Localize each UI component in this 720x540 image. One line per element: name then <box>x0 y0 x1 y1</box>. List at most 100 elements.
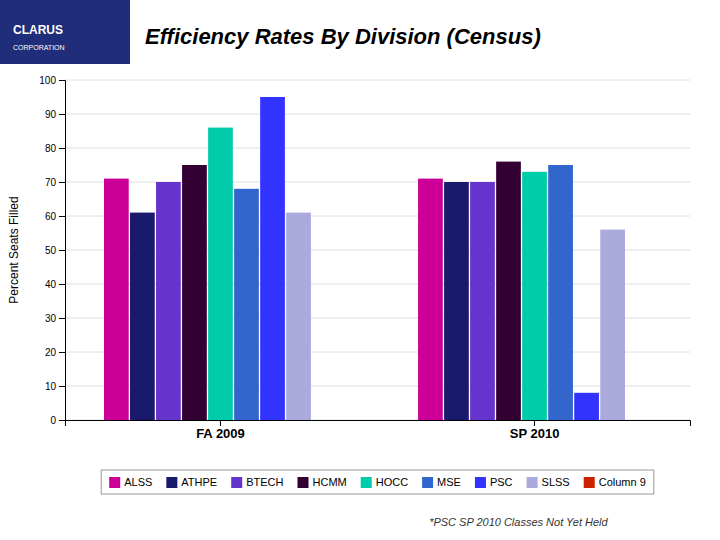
y-tick-label: 20 <box>45 347 57 358</box>
legend-swatch <box>361 477 372 488</box>
bar <box>626 420 651 421</box>
legend-swatch <box>584 477 595 488</box>
bar <box>600 230 625 420</box>
legend-frame <box>101 470 654 494</box>
legend-item: ATHPE <box>166 476 217 488</box>
x-axis: FA 2009 SP 2010 <box>66 420 691 441</box>
legend-item: MSE <box>422 476 461 488</box>
x-tick-mark <box>220 420 221 426</box>
legend-swatch <box>231 477 242 488</box>
y-tick-mark <box>59 114 65 115</box>
y-tick: 60 <box>45 211 65 222</box>
legend-swatch <box>166 477 177 488</box>
bar <box>548 165 573 420</box>
legend-item: HCMM <box>297 476 346 488</box>
y-tick-mark <box>59 148 65 149</box>
x-tick-mark <box>534 420 535 426</box>
x-tick: FA 2009 <box>196 420 245 441</box>
bar <box>286 213 311 420</box>
y-tick: 100 <box>39 75 65 86</box>
bar <box>104 179 129 420</box>
legend-label: SLSS <box>542 476 570 488</box>
bar <box>444 182 469 420</box>
y-axis-line <box>59 81 66 421</box>
y-tick-label: 60 <box>45 211 57 222</box>
legend-swatch <box>527 477 538 488</box>
y-tick: 40 <box>45 279 65 290</box>
bar <box>260 97 285 420</box>
y-tick-label: 0 <box>50 415 56 426</box>
legend-label: BTECH <box>246 476 283 488</box>
y-label: Percent Seats Filled <box>7 196 21 303</box>
bar <box>470 182 495 420</box>
legend-swatch <box>109 477 120 488</box>
bar <box>182 165 207 420</box>
title: Efficiency Rates By Division (Census) <box>145 24 541 49</box>
plot: 0 10 20 30 40 50 60 70 80 90 100 FA 2009 SP 2010 <box>39 75 690 442</box>
bar <box>418 179 443 420</box>
bar <box>312 420 337 421</box>
x-tick: SP 2010 <box>510 420 560 441</box>
legend-swatch <box>422 477 433 488</box>
bar <box>496 162 521 420</box>
logo-text: CORPORATION <box>13 44 65 51</box>
legend-swatch <box>475 477 486 488</box>
y-tick: 90 <box>45 109 65 120</box>
legend-swatch <box>297 477 308 488</box>
logo: CLARUS CORPORATION <box>0 0 130 64</box>
y-tick-mark <box>59 352 65 353</box>
grid-line <box>65 114 690 115</box>
chart: CLARUS CORPORATION Efficiency Rates By Div… <box>0 0 720 540</box>
y-tick-mark <box>59 284 65 285</box>
logo-box <box>0 0 130 64</box>
legend: ALSS ATHPE BTECH HCMM HOCC MSE PSC SLSS Column 9 <box>101 470 654 494</box>
bars <box>104 97 625 420</box>
legend-item: BTECH <box>231 476 283 488</box>
x-tick-label: SP 2010 <box>510 426 560 441</box>
y-tick-mark <box>59 420 65 421</box>
legend-label: MSE <box>437 476 461 488</box>
y-tick-mark <box>59 318 65 319</box>
y-tick-label: 80 <box>45 143 57 154</box>
bar <box>522 172 547 420</box>
legend-item: SLSS <box>527 476 570 488</box>
footnote: *PSC SP 2010 Classes Not Yet Held <box>429 516 608 528</box>
y-tick: 10 <box>45 381 65 392</box>
y-tick-label: 90 <box>45 109 57 120</box>
grid-line <box>65 80 690 81</box>
grid-line <box>65 148 690 149</box>
y-tick-mark <box>59 80 65 81</box>
y-tick-label: 30 <box>45 313 57 324</box>
legend-item: HOCC <box>361 476 408 488</box>
y-tick-label: 50 <box>45 245 57 256</box>
y-tick: 0 <box>50 415 65 426</box>
legend-item: Column 9 <box>584 476 646 488</box>
bar <box>574 393 599 420</box>
y-tick: 30 <box>45 313 65 324</box>
legend-label: HCMM <box>312 476 346 488</box>
x-axis-line <box>66 421 691 427</box>
legend-label: PSC <box>490 476 513 488</box>
legend-label: Column 9 <box>599 476 646 488</box>
y-axis: 0 10 20 30 40 50 60 70 80 90 100 <box>39 75 65 426</box>
legend-label: HOCC <box>376 476 408 488</box>
y-tick-mark <box>59 386 65 387</box>
legend-label: ATHPE <box>181 476 217 488</box>
bar <box>234 189 259 420</box>
y-tick: 70 <box>45 177 65 188</box>
bar <box>208 128 233 420</box>
y-tick-label: 10 <box>45 381 57 392</box>
grid <box>65 80 690 420</box>
y-tick-label: 70 <box>45 177 57 188</box>
y-tick: 20 <box>45 347 65 358</box>
legend-item: PSC <box>475 476 513 488</box>
bar <box>130 213 155 420</box>
y-tick-label: 40 <box>45 279 57 290</box>
x-tick-label: FA 2009 <box>196 426 245 441</box>
y-tick-mark <box>59 182 65 183</box>
y-tick-mark <box>59 216 65 217</box>
y-tick: 50 <box>45 245 65 256</box>
legend-item: ALSS <box>109 476 152 488</box>
y-tick-label: 100 <box>39 75 56 86</box>
logo-text: CLARUS <box>13 23 63 37</box>
